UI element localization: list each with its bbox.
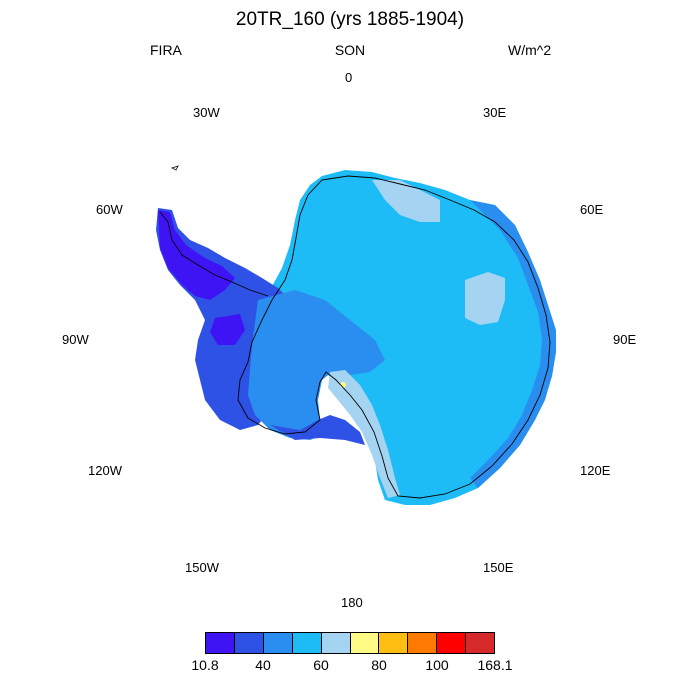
north-pale-patch [372, 180, 440, 222]
colorbar-tick-label: 168.1 [477, 657, 513, 673]
colorbar-box-0 [206, 633, 235, 653]
lon-label-0: 0 [345, 70, 353, 85]
west-antarctica-fill [248, 290, 385, 440]
coastline [237, 175, 551, 499]
peninsula-deep-fill [158, 210, 235, 300]
colorbar-tick-label: 80 [371, 657, 387, 673]
colorbar-box-1 [234, 633, 264, 653]
colorbar-box-9 [466, 633, 495, 653]
colorbar-box-3 [292, 633, 322, 653]
colorbar-box-2 [263, 633, 293, 653]
season-label: SON [334, 42, 366, 58]
colorbar-box-8 [437, 633, 467, 653]
colorbar-box-4 [321, 633, 351, 653]
lon-label-150e: 150E [483, 560, 514, 575]
colorbar-tick-label: 40 [255, 657, 271, 673]
ross-shelf-fill [328, 370, 400, 498]
colorbar-box-5 [350, 633, 380, 653]
lon-label-60w: 60W [96, 202, 123, 217]
colorbar-box-7 [408, 633, 438, 653]
colorbar [205, 632, 495, 654]
lon-label-120e: 120E [580, 463, 611, 478]
variable-label: FIRA [150, 42, 182, 58]
lon-label-150w: 150W [185, 560, 219, 575]
east-coast-fill [470, 200, 556, 488]
lon-label-30e: 30E [483, 105, 507, 120]
lon-label-90e: 90E [613, 332, 637, 347]
continent-fill [255, 170, 556, 505]
colorbar-tick-label: 60 [313, 657, 329, 673]
peninsula-coastline [159, 211, 269, 297]
lon-label-30w: 30W [193, 105, 220, 120]
plot-title: 20TR_160 (yrs 1885-1904) [235, 9, 465, 30]
lon-label-120w: 120W [88, 463, 122, 478]
lon-label-60e: 60E [580, 202, 604, 217]
ross-edge-fill [270, 415, 365, 445]
lon-label-90w: 90W [62, 332, 89, 347]
colorbar-box-6 [379, 633, 409, 653]
lon-label-180: 180 [341, 595, 363, 610]
east-pale-patch [465, 272, 505, 325]
coast-deep-fill [210, 314, 245, 345]
units-label: W/m^2 [508, 42, 552, 58]
colorbar-tick-label: 10.8 [191, 657, 219, 673]
colorbar-tick-label: 100 [425, 657, 449, 673]
island-outline [170, 165, 179, 171]
